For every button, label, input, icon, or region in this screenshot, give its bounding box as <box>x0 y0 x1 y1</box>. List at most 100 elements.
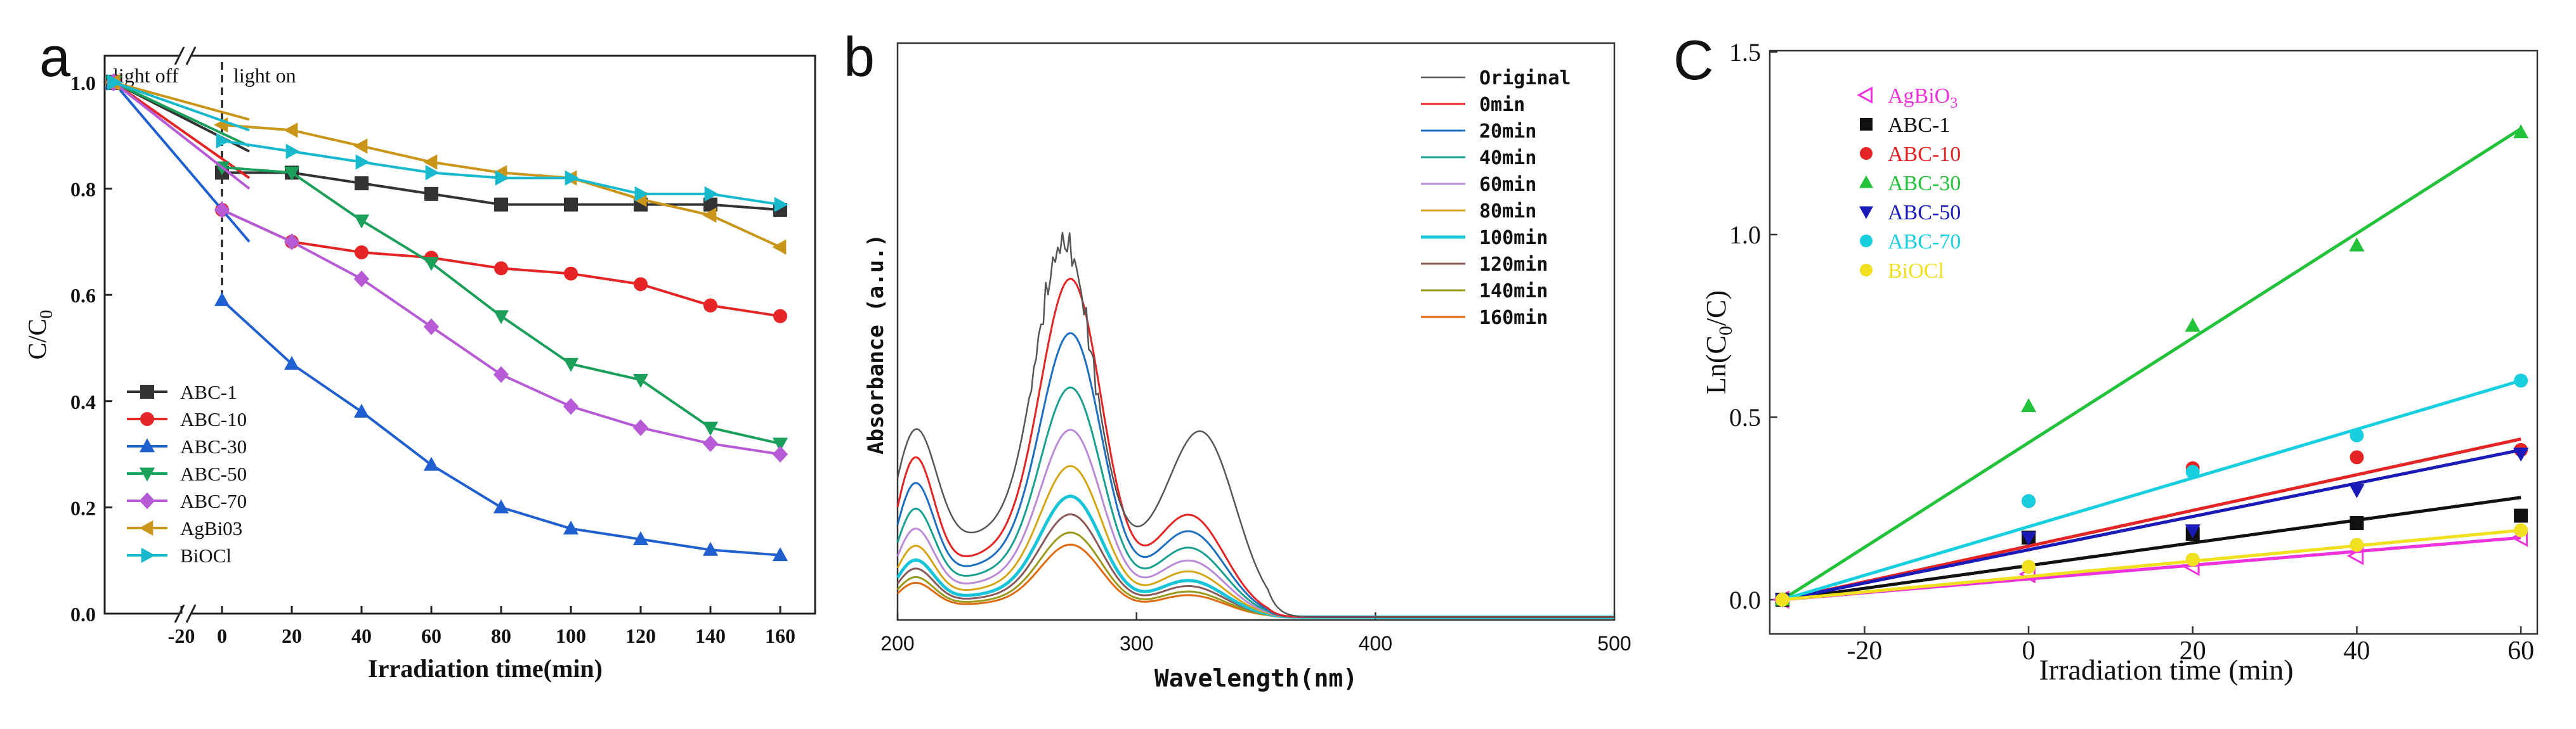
series-AgBi03 <box>105 74 787 255</box>
legend-label: ABC-50 <box>1888 201 1961 224</box>
series-BiOCl <box>1775 523 2528 607</box>
data-point <box>564 266 578 281</box>
data-point <box>353 403 370 418</box>
data-point <box>493 499 509 513</box>
legend-marker <box>1860 235 1873 247</box>
series-line-dark <box>113 81 250 132</box>
data-point <box>2350 538 2364 552</box>
y-axis-label-main: C/C <box>23 319 51 359</box>
data-point <box>2346 546 2364 565</box>
legend-item-ABC-70: ABC-70 <box>1860 230 1961 254</box>
data-point <box>284 122 298 138</box>
fit-line <box>1782 448 2521 602</box>
data-point <box>2185 318 2200 332</box>
data-point <box>495 170 509 186</box>
legend-label: 140min <box>1479 280 1548 302</box>
data-point <box>2350 428 2364 442</box>
data-point <box>2022 494 2036 508</box>
data-point <box>2349 484 2365 498</box>
fit-line <box>1782 437 2521 602</box>
legend-marker <box>1859 206 1873 219</box>
x-tick-label: 300 <box>1120 632 1153 655</box>
data-point <box>774 197 788 212</box>
axis-break-top <box>185 46 197 65</box>
y-tick-label: 0.6 <box>70 284 96 307</box>
data-point <box>423 318 440 335</box>
data-point <box>772 239 787 255</box>
legend-item-ABC-1: ABC-1 <box>127 381 237 403</box>
series-ABC-70 <box>1775 373 2528 607</box>
legend-label: 20min <box>1479 120 1536 143</box>
x-tick-label: 140 <box>695 624 726 647</box>
data-point <box>424 186 438 201</box>
data-point <box>423 154 438 170</box>
data-point <box>285 143 300 159</box>
data-point <box>563 520 579 535</box>
series-ABC-50 <box>105 75 788 452</box>
data-point <box>493 310 509 325</box>
x-tick-label: 20 <box>282 624 302 647</box>
legend-marker <box>1859 175 1873 188</box>
panel-letter-a: a <box>39 25 70 88</box>
legend-label: BiOCl <box>1888 259 1944 283</box>
y-axis-label: Ln(C0/C) <box>1701 290 1736 394</box>
data-point <box>632 419 649 436</box>
series-line-light <box>221 299 781 557</box>
data-point <box>423 456 440 471</box>
legend-marker <box>1860 264 1873 276</box>
legend-label: AgBi03 <box>180 517 242 539</box>
x-tick-label: 120 <box>625 624 656 647</box>
spectrum-20min <box>896 332 1614 618</box>
series-ABC-10 <box>1775 437 2528 607</box>
y-tick-label: 0.0 <box>70 603 96 626</box>
data-point <box>494 197 508 212</box>
legend-marker <box>141 547 155 564</box>
legend-label: ABC-50 <box>180 463 247 485</box>
legend-item-140min: 140min <box>1421 280 1548 302</box>
legend-marker <box>139 467 155 482</box>
legend-item-AgBi03: AgBi03 <box>127 517 242 539</box>
data-point <box>2350 450 2364 465</box>
y-axis-label: Absorbance (a.u.) <box>863 234 889 455</box>
data-point <box>772 437 788 452</box>
panel-letter-c: C <box>1673 29 1714 91</box>
data-point <box>353 270 370 288</box>
x-tick-label: 80 <box>491 624 511 647</box>
x-tick-label: -20 <box>168 624 195 647</box>
legend-label: ABC-1 <box>180 381 237 403</box>
series-BiOCl <box>107 74 788 212</box>
data-point <box>2022 560 2036 574</box>
legend-item-0min: 0min <box>1421 94 1525 116</box>
y-axis-label-main: Ln(C <box>1701 335 1732 394</box>
legend-item-100min: 100min <box>1421 227 1548 249</box>
fit-line <box>1782 379 2521 602</box>
data-point <box>214 201 230 219</box>
legend-item-BiOCl: BiOCl <box>127 545 232 567</box>
y-axis-label-sub: 0 <box>1715 326 1736 335</box>
panel-letter-b: b <box>844 25 875 88</box>
legend-label: 0min <box>1479 94 1525 116</box>
legend-marker <box>139 492 155 510</box>
legend-item-ABC-30: ABC-30 <box>1859 172 1961 195</box>
y-tick-label: 0.2 <box>70 496 96 519</box>
data-point <box>355 154 370 170</box>
data-point <box>703 197 717 212</box>
legend-item-ABC-70: ABC-70 <box>127 490 247 512</box>
data-point <box>2514 523 2528 538</box>
spectrum-Original <box>896 231 1614 618</box>
data-point <box>2350 516 2364 531</box>
x-tick-label: 0 <box>2022 636 2036 666</box>
legend-label: ABC-10 <box>180 408 247 430</box>
data-point <box>107 74 122 91</box>
x-tick-label: 40 <box>2343 636 2370 666</box>
legend-label: ABC-30 <box>1888 172 1961 195</box>
x-tick-label: 60 <box>2507 636 2534 666</box>
legend-label-sub: 3 <box>1950 95 1958 112</box>
series-line-dark <box>112 81 251 243</box>
plot-frame <box>896 42 1616 621</box>
panel-b: b 200 300 400 500 Wavelength(nm) Absorbance (a… <box>844 25 1631 692</box>
legend-item-Original: Original <box>1421 67 1571 89</box>
legend-marker <box>1860 147 1873 160</box>
legend-label: 100min <box>1479 227 1548 249</box>
x-tick-label: 20 <box>2180 636 2206 666</box>
